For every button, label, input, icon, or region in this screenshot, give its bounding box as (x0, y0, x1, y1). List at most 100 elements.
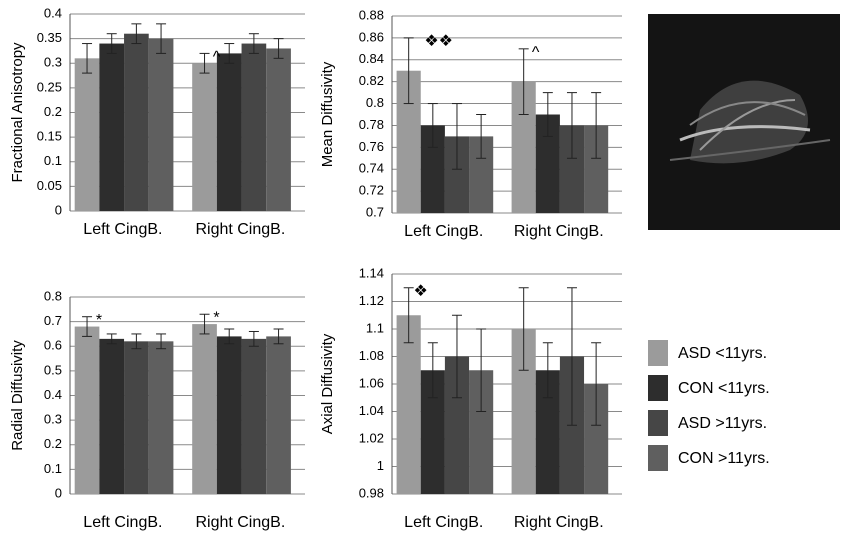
error-bar (224, 43, 235, 64)
x-tick-label: Right CingB. (514, 223, 604, 240)
x-tick-label: Left CingB. (83, 514, 162, 531)
y-tick-label: 0.35 (37, 30, 62, 45)
error-bar (403, 287, 414, 344)
y-tick-label: 0.6 (44, 338, 62, 353)
error-bar (156, 23, 167, 54)
error-bar (591, 92, 602, 159)
y-tick-label: 0 (55, 485, 62, 500)
image-fiber (689, 101, 806, 126)
y-tick-label: 0.1 (44, 461, 62, 476)
error-bar (542, 92, 553, 137)
bar (266, 336, 291, 494)
y-tick-label: 0.3 (44, 412, 62, 427)
error-bar (566, 287, 577, 426)
annotation: * (96, 312, 102, 329)
error-bar (131, 333, 142, 350)
error-bar (566, 92, 577, 159)
bar (241, 338, 267, 494)
y-tick-label: 0.15 (37, 129, 62, 144)
bar (124, 33, 149, 212)
image-fiber (699, 99, 796, 151)
y-tick-label: 0.8 (366, 95, 384, 110)
y-tick-label: 1.02 (359, 430, 384, 445)
x-tick-label: Left CingB. (404, 223, 483, 240)
error-bar (224, 328, 235, 345)
x-tick-label: Right CingB. (195, 514, 285, 531)
bar (192, 324, 217, 494)
error-bar (451, 103, 462, 170)
bar (396, 315, 421, 494)
y-tick-label: 1 (377, 458, 384, 473)
legend-swatch (648, 375, 668, 401)
bar (99, 338, 125, 494)
y-tick-label: 1.06 (359, 375, 384, 390)
error-bar (542, 342, 553, 399)
y-tick-label: 0.7 (366, 204, 384, 219)
y-tick-label: 0.86 (359, 29, 384, 44)
y-tick-label: 0.4 (44, 5, 62, 20)
image-fiber (669, 139, 831, 161)
legend-swatch (648, 340, 668, 366)
bar (216, 53, 242, 212)
bar (74, 326, 100, 494)
y-tick-label: 0.72 (359, 183, 384, 198)
legend-label: ASD <11yrs. (678, 345, 767, 362)
legend-swatch (648, 410, 668, 436)
tractography-image (648, 14, 840, 230)
annotation: ❖❖ (424, 33, 453, 50)
y-tick-label: 0.5 (44, 362, 62, 377)
y-axis-label: Fractional Anisotropy (9, 42, 26, 183)
legend-label: CON >11yrs. (678, 450, 770, 467)
y-tick-label: 1.04 (359, 403, 384, 418)
y-tick-label: 0.76 (359, 139, 384, 154)
y-tick-label: 0.74 (359, 161, 384, 176)
error-bar (199, 313, 210, 335)
bar (216, 336, 242, 494)
error-bar (82, 43, 93, 74)
x-tick-label: Right CingB. (195, 221, 285, 238)
y-tick-label: 0.7 (44, 313, 62, 328)
error-bar (273, 38, 284, 59)
y-tick-label: 0.98 (359, 485, 384, 500)
x-tick-label: Right CingB. (514, 514, 604, 531)
error-bar (427, 342, 438, 399)
error-bar (518, 287, 529, 371)
y-axis-label: Mean Diffusivity (319, 61, 336, 167)
y-tick-label: 1.14 (359, 265, 384, 280)
error-bar (476, 328, 487, 412)
bar (148, 341, 174, 494)
y-tick-label: 0.4 (44, 387, 62, 402)
error-bar (82, 316, 93, 337)
error-bar (199, 52, 210, 74)
error-bar (591, 342, 602, 426)
y-tick-label: 0.2 (44, 104, 62, 119)
bar (74, 58, 100, 212)
bar (266, 48, 291, 211)
y-tick-label: 0.78 (359, 117, 384, 132)
y-tick-label: 0.8 (44, 288, 62, 303)
legend-swatch (648, 445, 668, 471)
x-tick-label: Left CingB. (83, 221, 162, 238)
y-tick-label: 0.05 (37, 178, 62, 193)
annotation: ^ (532, 44, 540, 61)
bar (99, 43, 125, 211)
y-tick-label: 0.25 (37, 79, 62, 94)
error-bar (451, 314, 462, 399)
error-bar (248, 33, 259, 54)
y-axis-label: Radial Diffusivity (9, 340, 26, 451)
annotation: * (213, 309, 219, 326)
error-bar (131, 23, 142, 45)
image-fiber (679, 125, 811, 142)
bar (192, 63, 217, 211)
error-bar (273, 328, 284, 345)
x-tick-label: Left CingB. (404, 514, 483, 531)
annotation: ❖ (414, 283, 428, 300)
y-tick-label: 0 (55, 202, 62, 217)
y-tick-label: 0.88 (359, 7, 384, 22)
error-bar (248, 330, 259, 347)
y-tick-label: 0.1 (44, 153, 62, 168)
bar (124, 341, 149, 494)
error-bar (427, 103, 438, 148)
error-bar (476, 114, 487, 159)
